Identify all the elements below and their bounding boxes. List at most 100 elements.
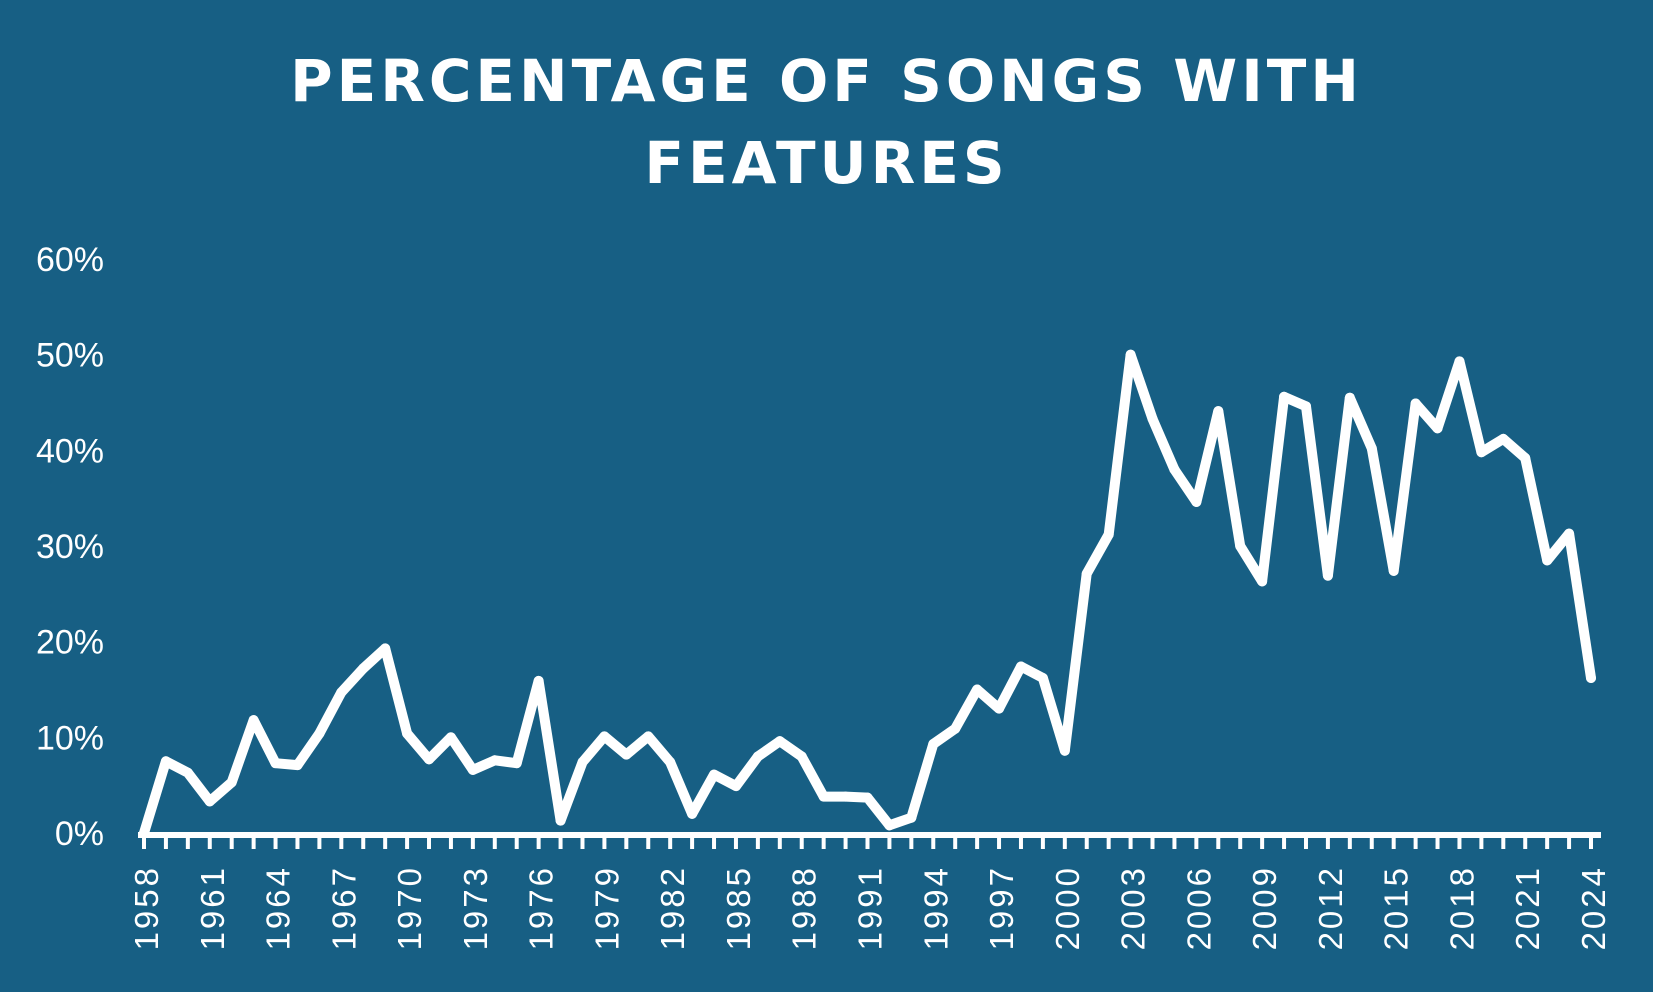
x-tick-label: 2021 (1509, 865, 1546, 950)
y-tick-label: 60% (36, 241, 104, 279)
data-point (906, 812, 917, 823)
data-point (1235, 541, 1246, 551)
data-point (182, 767, 193, 778)
x-tick-label: 1994 (917, 865, 954, 950)
data-point (862, 792, 873, 803)
data-point (577, 757, 588, 768)
data-point (160, 756, 171, 767)
data-point (555, 815, 566, 826)
data-point (1191, 496, 1202, 507)
data-point (884, 820, 895, 831)
data-point (621, 749, 632, 760)
y-tick-label: 30% (36, 528, 104, 566)
y-tick-label: 20% (36, 624, 104, 662)
data-point (665, 757, 676, 768)
x-tick-label: 1985 (720, 865, 757, 950)
y-tick-label: 40% (36, 432, 104, 470)
data-point (950, 723, 961, 734)
y-tick-label: 0% (55, 815, 104, 853)
x-tick-label: 1973 (457, 865, 494, 950)
x-tick-label: 2018 (1443, 865, 1480, 950)
y-tick-label: 10% (36, 719, 104, 757)
data-point (774, 736, 785, 747)
data-point (1586, 673, 1596, 684)
data-point (489, 755, 500, 766)
x-tick-label: 1961 (194, 865, 231, 950)
data-point (1564, 528, 1575, 539)
x-tick-label: 1988 (786, 865, 823, 950)
data-point (1279, 391, 1290, 402)
data-point (1388, 565, 1399, 576)
data-point (402, 728, 413, 739)
data-point (599, 731, 610, 742)
y-axis-labels: 0% 10% 20% 30% 40% 50% 60% (36, 241, 104, 853)
x-axis-labels: 1958 1961 1964 1967 1970 1973 1976 1979 1982 1985… (128, 865, 1612, 950)
data-point (972, 684, 983, 695)
x-tick-label: 1964 (260, 865, 297, 950)
data-point (511, 758, 522, 769)
x-tick-label: 1982 (654, 865, 691, 950)
x-tick-label: 2015 (1378, 865, 1415, 950)
data-point (730, 781, 741, 792)
data-point (1542, 555, 1553, 566)
data-point (292, 760, 303, 771)
data-point (1520, 452, 1531, 463)
x-tick-label: 1991 (852, 865, 889, 950)
data-point (336, 687, 347, 698)
data-point (1103, 529, 1114, 540)
data-point (314, 728, 325, 739)
data-point (1257, 576, 1268, 587)
data-point (1432, 423, 1443, 434)
data-point (248, 715, 259, 726)
data-point (1015, 661, 1026, 672)
x-tick-label: 1976 (523, 865, 560, 950)
data-point (1081, 568, 1092, 579)
y-tick-label: 50% (36, 337, 104, 375)
series-line (139, 349, 1596, 838)
data-point (270, 758, 281, 769)
data-point (424, 754, 435, 765)
x-tick-label: 1967 (325, 865, 362, 950)
data-point (1059, 745, 1070, 756)
data-point (1366, 443, 1377, 454)
data-point (226, 777, 237, 788)
x-tick-label: 1958 (128, 865, 165, 950)
data-point (1322, 570, 1333, 581)
x-tick-label: 2012 (1312, 865, 1349, 950)
data-point (1498, 433, 1509, 444)
data-point (687, 808, 698, 819)
data-point (380, 643, 391, 654)
x-tick-label: 2024 (1575, 865, 1612, 950)
data-point (709, 769, 720, 780)
data-point (928, 739, 939, 750)
data-point (139, 828, 149, 838)
data-series (139, 349, 1596, 838)
data-point (358, 663, 369, 674)
data-point (1300, 401, 1311, 412)
data-point (994, 703, 1005, 714)
x-tick-label: 2000 (1049, 865, 1086, 950)
data-point (1344, 392, 1355, 403)
chart-title: PERCENTAGE OF SONGS WITH FEATURES (0, 40, 1653, 204)
x-tick-label: 1970 (391, 865, 428, 950)
drop-lines (164, 354, 1593, 833)
data-point (1410, 398, 1421, 409)
data-point (1454, 356, 1465, 367)
x-tick-label: 2003 (1115, 865, 1152, 950)
x-tick-label: 1979 (588, 865, 625, 950)
x-tick-label: 2009 (1246, 865, 1283, 950)
data-point (1125, 349, 1136, 360)
data-point (467, 764, 478, 775)
data-point (840, 791, 851, 802)
data-point (752, 751, 763, 762)
x-axis (138, 832, 1601, 849)
data-point (643, 731, 654, 742)
data-point (1147, 413, 1158, 424)
data-point (445, 732, 456, 743)
data-point (533, 675, 544, 686)
data-point (818, 791, 829, 802)
chart-title-line-1: PERCENTAGE OF SONGS WITH (290, 47, 1363, 115)
x-tick-label: 1997 (983, 865, 1020, 950)
